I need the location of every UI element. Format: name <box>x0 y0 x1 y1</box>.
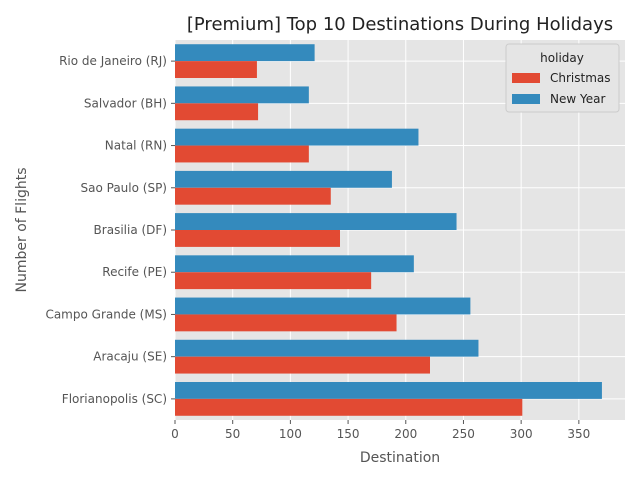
x-tick-label-7: 350 <box>567 427 590 441</box>
x-axis-label: Destination <box>360 450 440 466</box>
chart-title: [Premium] Top 10 Destinations During Hol… <box>187 14 613 35</box>
y-tick-label-sao-paulo-sp: Sao Paulo (SP) <box>81 181 168 195</box>
x-tick-label-6: 300 <box>510 427 533 441</box>
bar-christmas-brasilia-df <box>175 230 340 247</box>
x-tick-label-2: 100 <box>279 427 302 441</box>
legend-title: holiday <box>540 51 584 65</box>
y-tick-labels: Rio de Janeiro (RJ) Salvador (BH) Natal (R… <box>45 54 175 406</box>
bar-new-year-brasilia-df <box>175 213 457 230</box>
bar-new-year-rio-de-janeiro-rj <box>175 44 315 62</box>
bar-christmas-rio-de-janeiro-rj <box>175 61 257 78</box>
y-tick-label-brasilia-df: Brasilia (DF) <box>94 223 167 237</box>
bar-christmas-florianopolis-sc <box>175 398 523 416</box>
x-tick-labels: 0 50 100 150 200 250 300 350 <box>171 420 590 441</box>
bar-christmas-natal-rn <box>175 145 309 163</box>
y-tick-label-campo-grande-ms: Campo Grande (MS) <box>45 307 167 321</box>
y-tick-label-aracaju-se: Aracaju (SE) <box>93 350 167 364</box>
y-tick-label-rio-de-janeiro-rj: Rio de Janeiro (RJ) <box>59 54 167 68</box>
bar-christmas-campo-grande-ms <box>175 314 397 332</box>
bars <box>175 44 602 416</box>
legend-label-new-year: New Year <box>550 92 605 106</box>
bar-new-year-natal-rn <box>175 128 419 146</box>
x-tick-label-1: 50 <box>225 427 240 441</box>
legend: holiday Christmas New Year <box>505 43 620 113</box>
x-tick-label-0: 0 <box>171 427 179 441</box>
bar-christmas-recife-pe <box>175 272 372 290</box>
y-tick-label-salvador-bh: Salvador (BH) <box>84 96 167 110</box>
x-tick-label-4: 200 <box>394 427 417 441</box>
y-axis-label: Number of Flights <box>14 167 30 292</box>
bar-christmas-sao-paulo-sp <box>175 187 331 205</box>
bar-new-year-campo-grande-ms <box>175 297 471 315</box>
bar-new-year-aracaju-se <box>175 339 479 357</box>
bar-new-year-sao-paulo-sp <box>175 170 392 188</box>
bar-christmas-aracaju-se <box>175 356 430 374</box>
bar-new-year-florianopolis-sc <box>175 382 602 399</box>
y-tick-label-natal-rn: Natal (RN) <box>105 139 167 153</box>
y-tick-label-florianopolis-sc: Florianopolis (SC) <box>62 392 167 406</box>
legend-swatch-new-year <box>512 94 540 104</box>
bar-christmas-salvador-bh <box>175 103 259 121</box>
legend-swatch-christmas <box>512 73 540 83</box>
legend-label-christmas: Christmas <box>550 71 611 85</box>
y-tick-label-recife-pe: Recife (PE) <box>102 265 167 279</box>
x-tick-label-3: 150 <box>337 427 360 441</box>
bar-new-year-recife-pe <box>175 255 414 273</box>
bar-new-year-salvador-bh <box>175 86 309 104</box>
x-tick-label-5: 250 <box>452 427 475 441</box>
